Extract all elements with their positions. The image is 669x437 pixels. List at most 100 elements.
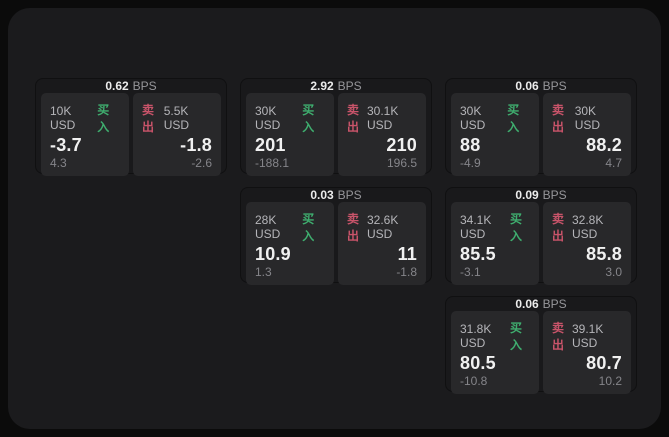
card-header: 0.09 BPS bbox=[446, 188, 636, 202]
buy-amount: 34.1K USD bbox=[460, 213, 492, 241]
sell-cell-top: 卖出 5.5K USD bbox=[142, 101, 212, 135]
sell-price: -1.8 bbox=[180, 135, 212, 155]
sell-amount: 30.1K USD bbox=[367, 104, 399, 132]
buy-cell-top: 34.1K USD 买入 bbox=[460, 210, 530, 244]
bps-value: 0.03 bbox=[310, 188, 334, 202]
sell-sub-value: -1.8 bbox=[396, 265, 417, 279]
sell-label: 卖出 bbox=[552, 103, 565, 134]
buy-price: -3.7 bbox=[50, 135, 82, 155]
quote-card: 0.06 BPS 30K USD 买入 88 -4.9 卖出 30K USD bbox=[445, 78, 637, 176]
bps-unit-label: BPS bbox=[337, 79, 362, 93]
card-body: 31.8K USD 买入 80.5 -10.8 卖出 39.1K USD 80.… bbox=[446, 311, 636, 399]
buy-label: 买入 bbox=[97, 103, 110, 134]
buy-amount: 31.8K USD bbox=[460, 322, 492, 350]
card-body: 34.1K USD 买入 85.5 -3.1 卖出 32.8K USD 85.8… bbox=[446, 202, 636, 290]
buy-cell[interactable]: 28K USD 买入 10.9 1.3 bbox=[246, 202, 334, 285]
sell-cell[interactable]: 卖出 32.8K USD 85.8 3.0 bbox=[543, 202, 631, 285]
card-header: 2.92 BPS bbox=[241, 79, 431, 93]
buy-sub-value: -4.9 bbox=[460, 156, 481, 170]
buy-cell[interactable]: 30K USD 买入 201 -188.1 bbox=[246, 93, 334, 176]
buy-cell-top: 30K USD 买入 bbox=[460, 101, 530, 135]
bps-value: 2.92 bbox=[310, 79, 334, 93]
bps-unit-label: BPS bbox=[542, 79, 567, 93]
buy-price: 88 bbox=[460, 135, 481, 155]
bps-unit-label: BPS bbox=[542, 297, 567, 311]
sell-label: 卖出 bbox=[552, 321, 565, 352]
sell-amount: 30K USD bbox=[574, 104, 601, 132]
sell-sub-value: 4.7 bbox=[605, 156, 622, 170]
sell-sub-value: -2.6 bbox=[191, 156, 212, 170]
buy-label: 买入 bbox=[302, 103, 315, 134]
quote-card: 0.03 BPS 28K USD 买入 10.9 1.3 卖出 32.6K US… bbox=[240, 187, 432, 285]
buy-amount: 30K USD bbox=[255, 104, 281, 132]
sell-cell-top: 卖出 39.1K USD bbox=[552, 319, 622, 353]
buy-amount: 10K USD bbox=[50, 104, 76, 132]
bps-value: 0.62 bbox=[105, 79, 129, 93]
buy-sub-value: -188.1 bbox=[255, 156, 290, 170]
bps-value: 0.06 bbox=[515, 79, 539, 93]
buy-sub-value: 1.3 bbox=[255, 265, 272, 279]
card-header: 0.03 BPS bbox=[241, 188, 431, 202]
sell-sub-value: 196.5 bbox=[386, 156, 417, 170]
sell-price: 11 bbox=[397, 244, 417, 264]
card-body: 28K USD 买入 10.9 1.3 卖出 32.6K USD 11 -1.8 bbox=[241, 202, 431, 290]
sell-cell[interactable]: 卖出 5.5K USD -1.8 -2.6 bbox=[133, 93, 221, 176]
sell-amount: 32.6K USD bbox=[367, 213, 399, 241]
sell-cell[interactable]: 卖出 39.1K USD 80.7 10.2 bbox=[543, 311, 631, 394]
buy-sub-value: -3.1 bbox=[460, 265, 481, 279]
buy-label: 买入 bbox=[510, 212, 523, 243]
buy-sub-value: -10.8 bbox=[460, 374, 488, 388]
sell-cell[interactable]: 卖出 30.1K USD 210 196.5 bbox=[338, 93, 426, 176]
sell-sub-value: 10.2 bbox=[598, 374, 622, 388]
card-body: 30K USD 买入 88 -4.9 卖出 30K USD 88.2 4.7 bbox=[446, 93, 636, 181]
quote-card: 2.92 BPS 30K USD 买入 201 -188.1 卖出 30.1K … bbox=[240, 78, 432, 176]
buy-amount: 30K USD bbox=[460, 104, 486, 132]
buy-price: 201 bbox=[255, 135, 286, 155]
buy-label: 买入 bbox=[510, 321, 523, 352]
sell-amount: 5.5K USD bbox=[163, 104, 190, 132]
bps-unit-label: BPS bbox=[542, 188, 567, 202]
sell-amount: 39.1K USD bbox=[572, 322, 604, 350]
buy-cell-top: 10K USD 买入 bbox=[50, 101, 120, 135]
sell-cell-top: 卖出 32.8K USD bbox=[552, 210, 622, 244]
buy-cell-top: 28K USD 买入 bbox=[255, 210, 325, 244]
buy-cell-top: 30K USD 买入 bbox=[255, 101, 325, 135]
buy-sub-value: 4.3 bbox=[50, 156, 67, 170]
sell-price: 210 bbox=[386, 135, 417, 155]
card-header: 0.06 BPS bbox=[446, 297, 636, 311]
card-body: 10K USD 买入 -3.7 4.3 卖出 5.5K USD -1.8 -2.… bbox=[36, 93, 226, 181]
bps-unit-label: BPS bbox=[337, 188, 362, 202]
bps-unit-label: BPS bbox=[132, 79, 157, 93]
sell-cell-top: 卖出 30K USD bbox=[552, 101, 622, 135]
sell-cell[interactable]: 卖出 30K USD 88.2 4.7 bbox=[543, 93, 631, 176]
card-header: 0.06 BPS bbox=[446, 79, 636, 93]
sell-label: 卖出 bbox=[347, 212, 360, 243]
sell-label: 卖出 bbox=[552, 212, 565, 243]
buy-price: 85.5 bbox=[460, 244, 496, 264]
sell-label: 卖出 bbox=[142, 103, 155, 134]
sell-amount: 32.8K USD bbox=[572, 213, 604, 241]
card-body: 30K USD 买入 201 -188.1 卖出 30.1K USD 210 1… bbox=[241, 93, 431, 181]
buy-price: 80.5 bbox=[460, 353, 496, 373]
quote-card: 0.09 BPS 34.1K USD 买入 85.5 -3.1 卖出 32.8K… bbox=[445, 187, 637, 285]
sell-cell-top: 卖出 30.1K USD bbox=[347, 101, 417, 135]
quote-card: 0.06 BPS 31.8K USD 买入 80.5 -10.8 卖出 39.1… bbox=[445, 296, 637, 394]
sell-sub-value: 3.0 bbox=[605, 265, 622, 279]
card-header: 0.62 BPS bbox=[36, 79, 226, 93]
buy-cell[interactable]: 31.8K USD 买入 80.5 -10.8 bbox=[451, 311, 539, 394]
sell-price: 80.7 bbox=[586, 353, 622, 373]
quote-card: 0.62 BPS 10K USD 买入 -3.7 4.3 卖出 5.5K USD bbox=[35, 78, 227, 176]
sell-cell-top: 卖出 32.6K USD bbox=[347, 210, 417, 244]
sell-cell[interactable]: 卖出 32.6K USD 11 -1.8 bbox=[338, 202, 426, 285]
quotes-panel: 0.62 BPS 10K USD 买入 -3.7 4.3 卖出 5.5K USD bbox=[8, 8, 661, 429]
buy-cell[interactable]: 10K USD 买入 -3.7 4.3 bbox=[41, 93, 129, 176]
buy-cell[interactable]: 34.1K USD 买入 85.5 -3.1 bbox=[451, 202, 539, 285]
buy-cell[interactable]: 30K USD 买入 88 -4.9 bbox=[451, 93, 539, 176]
buy-cell-top: 31.8K USD 买入 bbox=[460, 319, 530, 353]
buy-amount: 28K USD bbox=[255, 213, 281, 241]
quote-cards-grid: 0.62 BPS 10K USD 买入 -3.7 4.3 卖出 5.5K USD bbox=[35, 78, 637, 394]
sell-label: 卖出 bbox=[347, 103, 360, 134]
sell-price: 85.8 bbox=[586, 244, 622, 264]
bps-value: 0.06 bbox=[515, 297, 539, 311]
bps-value: 0.09 bbox=[515, 188, 539, 202]
